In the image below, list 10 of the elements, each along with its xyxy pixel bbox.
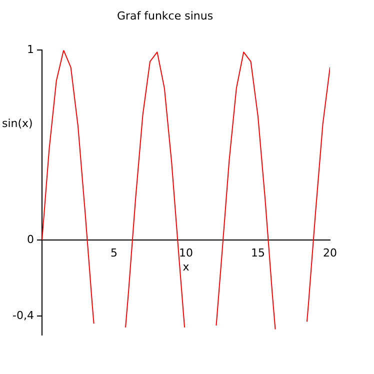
y-tick-label: -0,4 bbox=[12, 308, 34, 322]
x-tick-label: 20 bbox=[323, 246, 337, 260]
y-tick-label: 1 bbox=[27, 43, 34, 56]
x-tick-label: 5 bbox=[110, 246, 118, 260]
y-axis-title: sin(x) bbox=[2, 117, 33, 130]
x-tick-label: 15 bbox=[251, 246, 265, 260]
x-tick-label: 10 bbox=[179, 246, 193, 260]
chart-title: Graf funkce sinus bbox=[116, 9, 214, 22]
x-axis-title: x bbox=[182, 260, 190, 274]
y-tick-label: 0 bbox=[27, 232, 34, 246]
